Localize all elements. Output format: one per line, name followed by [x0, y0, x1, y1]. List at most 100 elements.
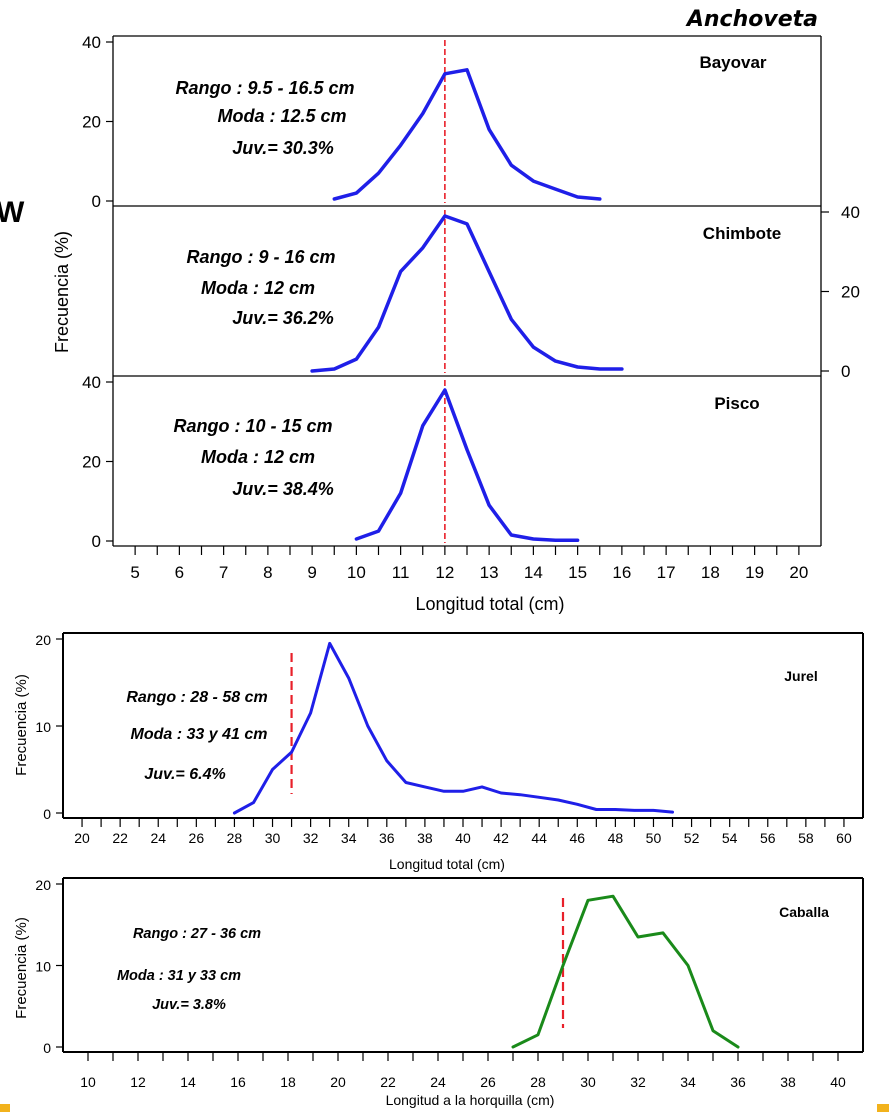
x-tick-label: 36: [730, 1074, 746, 1090]
x-tick-label: 12: [130, 1074, 146, 1090]
x-tick-label: 18: [280, 1074, 296, 1090]
data-point: [366, 724, 369, 728]
data-point: [333, 367, 336, 371]
x-tick-label: 42: [493, 830, 509, 846]
y-tick-label: 20: [82, 113, 101, 132]
data-point: [461, 790, 465, 793]
x-tick-label: 38: [417, 830, 433, 846]
panel-annotation: Juv.= 6.4%: [144, 766, 225, 783]
x-tick-label: 19: [745, 563, 764, 582]
data-point: [537, 796, 541, 799]
x-tick-label: 13: [480, 563, 499, 582]
x-tick-label: 9: [307, 563, 316, 582]
x-tick-label: 11: [392, 563, 410, 582]
data-point: [576, 365, 579, 369]
y-tick-label: 20: [841, 283, 860, 302]
data-point: [598, 367, 601, 371]
panel-annotation: Rango : 9 - 16 cm: [186, 247, 335, 267]
data-point: [233, 811, 236, 815]
data-point: [465, 448, 469, 451]
data-point: [614, 808, 617, 811]
data-point: [487, 504, 491, 507]
x-tick-label: 36: [379, 830, 395, 846]
x-tick-label: 7: [219, 563, 228, 582]
chart-pisco: 0 20 40 5 6 7 8 9 10 11 12 13 14 15 16 17 18 19 20 Longitud…: [82, 373, 822, 614]
species-title: Anchoveta: [685, 7, 818, 32]
x-tick-label: 34: [341, 830, 357, 846]
data-point: [510, 533, 513, 537]
panel-title: Caballa: [779, 904, 829, 920]
data-point: [421, 424, 424, 427]
data-point: [404, 781, 408, 784]
edge-glyph: W: [0, 196, 25, 229]
y-axis-label: Frecuencia (%): [52, 231, 72, 353]
data-point: [532, 179, 535, 183]
y-tick-label: 20: [82, 453, 101, 472]
panel-title: Chimbote: [703, 224, 781, 243]
data-point: [487, 270, 491, 273]
data-point: [661, 931, 665, 935]
charts-layer: 0 20 40 Frecuencia (%) Bayovar Rango : 9.5 - …: [13, 33, 864, 1108]
x-tick-label: 24: [430, 1074, 446, 1090]
panel-annotation: Rango : 10 - 15 cm: [173, 416, 332, 436]
x-tick-label: 54: [722, 830, 738, 846]
y-tick-label: 0: [841, 362, 850, 381]
chart-chimbote: 0 20 40 Chimbote Rango : 9 - 16 cm Moda : 12 …: [112, 203, 860, 381]
x-tick-label: 16: [612, 563, 631, 582]
data-point: [399, 270, 402, 273]
data-point: [636, 935, 640, 939]
x-tick-label: 58: [798, 830, 814, 846]
panel-annotation: Rango : 28 - 58 cm: [126, 689, 267, 706]
data-point: [736, 1045, 740, 1049]
y-tick-label: 40: [82, 33, 101, 52]
data-point: [377, 171, 380, 175]
data-point: [377, 326, 380, 329]
chart-bayovar: 0 20 40 Frecuencia (%) Bayovar Rango : 9.5 - …: [52, 33, 822, 353]
data-point: [252, 801, 255, 804]
data-point: [518, 793, 522, 796]
corner-accent-left: [0, 1104, 10, 1112]
x-tick-label: 16: [230, 1074, 246, 1090]
panel-annotation: Juv.= 3.8%: [152, 997, 226, 1013]
y-tick-label: 0: [43, 1040, 51, 1056]
data-point: [671, 810, 674, 814]
data-point: [290, 750, 293, 754]
data-point: [421, 112, 424, 115]
data-point: [576, 803, 579, 806]
y-tick-label: 10: [35, 959, 51, 975]
x-tick-label: 10: [347, 563, 366, 582]
y-tick-label: 0: [92, 532, 101, 551]
data-point: [633, 809, 636, 812]
y-tick-label: 20: [35, 877, 51, 893]
x-tick-label: 40: [455, 830, 471, 846]
x-tick-label: 32: [303, 830, 319, 846]
x-tick-label: 22: [380, 1074, 396, 1090]
data-point: [309, 711, 312, 715]
data-point: [347, 676, 350, 680]
x-tick-label: 10: [80, 1074, 96, 1090]
x-tick-label: 14: [180, 1074, 196, 1090]
data-point: [421, 246, 424, 249]
data-point: [557, 798, 560, 802]
x-tick-label: 38: [780, 1074, 796, 1090]
x-tick-label: 17: [657, 563, 676, 582]
x-tick-label: 50: [646, 830, 662, 846]
x-tick-label: 15: [568, 563, 587, 582]
panel-title: Jurel: [784, 668, 817, 684]
y-tick-label: 40: [841, 203, 860, 222]
panel-annotation: Juv.= 30.3%: [232, 138, 334, 158]
data-point: [652, 809, 655, 812]
x-tick-label: 20: [330, 1074, 346, 1090]
y-tick-label: 0: [92, 192, 101, 211]
x-tick-label: 44: [531, 830, 547, 846]
x-tick-label: 24: [150, 830, 166, 846]
panel-annotation: Rango : 27 - 36 cm: [133, 926, 261, 942]
series-line: [354, 388, 580, 542]
x-tick-label: 40: [830, 1074, 846, 1090]
data-point: [554, 359, 557, 363]
corner-accent-right: [877, 1104, 889, 1112]
data-point: [510, 318, 513, 321]
y-tick-label: 0: [43, 806, 51, 822]
x-tick-label: 20: [74, 830, 90, 846]
